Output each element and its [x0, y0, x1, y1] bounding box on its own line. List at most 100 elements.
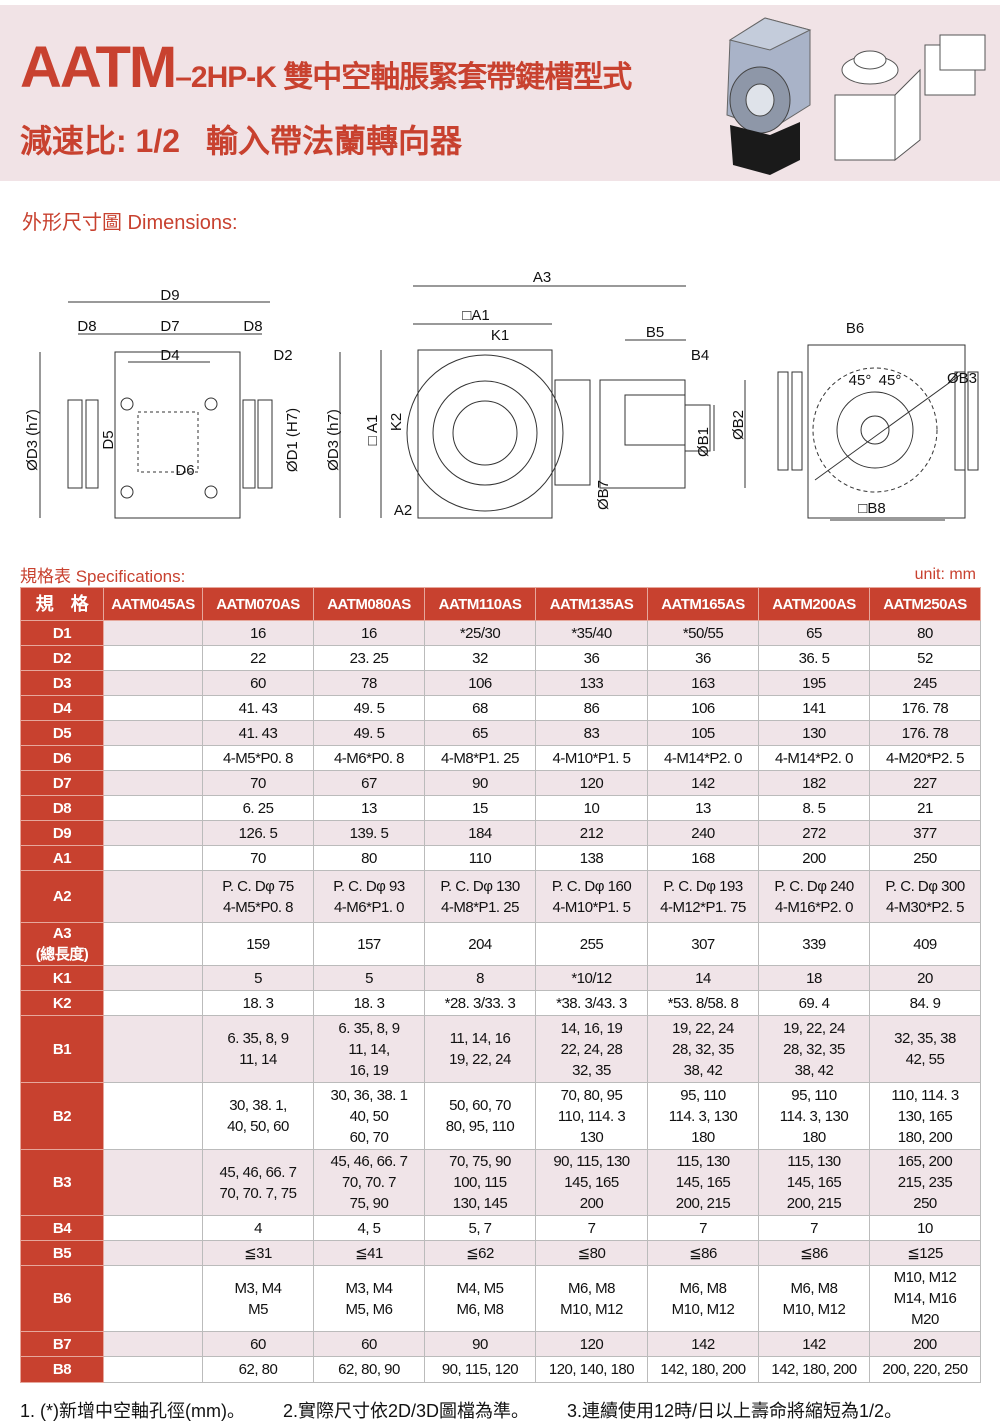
- product-render-image: [726, 17, 812, 175]
- table-cell: 168: [647, 845, 759, 871]
- table-cell: 255: [535, 922, 648, 966]
- table-cell: ≦125: [869, 1240, 981, 1266]
- table-cell: 49. 5: [313, 720, 425, 746]
- table-cell: 95, 110 114. 3, 130 180: [758, 1082, 870, 1150]
- table-cell: [103, 795, 203, 821]
- label-D1: ØD1 (H7): [284, 408, 301, 472]
- table-cell: 45, 46, 66. 7 70, 70. 7, 75: [202, 1149, 314, 1216]
- product-line-drawing: [834, 34, 986, 162]
- model-header: AATM070AS: [202, 587, 314, 621]
- front-view-drawing: [39, 301, 341, 519]
- table-cell: 4: [202, 1215, 314, 1241]
- table-cell: 60: [313, 1331, 425, 1357]
- table-cell: 163: [647, 670, 759, 696]
- table-cell: ≦86: [758, 1240, 870, 1266]
- table-cell: *10/12: [535, 965, 648, 991]
- table-row: D9 126. 5 139. 5 184 212 240 272 377: [20, 820, 981, 846]
- table-cell: [103, 1215, 203, 1241]
- table-row: D1 16 16 *25/30 *35/40 *50/55 65 80: [20, 620, 981, 646]
- table-cell: 14: [647, 965, 759, 991]
- table-row: D5 41. 43 49. 5 65 83 105 130 176. 78: [20, 720, 981, 746]
- table-cell: ≦62: [424, 1240, 536, 1266]
- row-label: D5: [20, 720, 104, 746]
- table-cell: [103, 965, 203, 991]
- model-header: AATM110AS: [424, 587, 536, 621]
- table-cell: 110, 114. 3 130, 165 180, 200: [869, 1082, 981, 1150]
- table-cell: ≦86: [647, 1240, 759, 1266]
- table-cell: 182: [758, 770, 870, 796]
- table-row: D2 22 23. 25 32 36 36 36. 5 52: [20, 645, 981, 671]
- table-cell: 200, 220, 250: [869, 1356, 981, 1383]
- table-cell: 7: [647, 1215, 759, 1241]
- label-D3-left: ØD3 (h7): [24, 409, 41, 471]
- label-D9: D9: [160, 287, 179, 304]
- table-cell: 23. 25: [313, 645, 425, 671]
- row-label: D1: [20, 620, 104, 646]
- row-label: K1: [20, 965, 104, 991]
- table-cell: 80: [313, 845, 425, 871]
- table-cell: 4, 5: [313, 1215, 425, 1241]
- table-cell: P. C. Dφ 93 4-M6*P1. 0: [313, 870, 425, 923]
- table-cell: 67: [313, 770, 425, 796]
- dimension-drawings: D9 D8 D7 D8 D4 D2 ØD3 (h7) D5 D6 ØD1 (H7…: [24, 269, 979, 521]
- label-D3-right: ØD3 (h7): [325, 409, 342, 471]
- footer-note: 2.實際尺寸依2D/3D圖檔為準。: [282, 1401, 530, 1421]
- label-B3: ØB3: [947, 370, 977, 387]
- table-cell: 115, 130 145, 165 200, 215: [647, 1149, 759, 1216]
- table-row: D4 41. 43 49. 5 68 86 106 141 176. 78: [20, 695, 981, 721]
- table-cell: 86: [535, 695, 648, 721]
- table-cell: P. C. Dφ 130 4-M8*P1. 25: [424, 870, 536, 923]
- table-cell: M6, M8 M10, M12: [647, 1265, 759, 1332]
- table-cell: 142, 180, 200: [647, 1356, 759, 1383]
- row-label: B4: [20, 1215, 104, 1241]
- table-cell: 5, 7: [424, 1215, 536, 1241]
- table-cell: P. C. Dφ 240 4-M16*P2. 0: [758, 870, 870, 923]
- table-cell: 7: [758, 1215, 870, 1241]
- table-cell: [103, 695, 203, 721]
- table-row: K2 18. 3 18. 3 *28. 3/33. 3 *38. 3/43. 3 *53.…: [20, 990, 981, 1016]
- table-cell: *25/30: [424, 620, 536, 646]
- table-cell: 90: [424, 1331, 536, 1357]
- table-cell: 15: [424, 795, 536, 821]
- table-cell: 70: [202, 770, 314, 796]
- end-view-drawing: [777, 344, 979, 521]
- table-cell: 95, 110 114. 3, 130 180: [647, 1082, 759, 1150]
- table-cell: 272: [758, 820, 870, 846]
- table-cell: [103, 720, 203, 746]
- table-cell: 339: [758, 922, 870, 966]
- table-cell: 120: [535, 1331, 648, 1357]
- input-type: 輸入帶法蘭轉向器: [206, 123, 463, 159]
- table-cell: 60: [202, 1331, 314, 1357]
- table-cell: ≦80: [535, 1240, 648, 1266]
- label-D4: D4: [160, 347, 179, 364]
- table-cell: 142: [647, 1331, 759, 1357]
- table-cell: 142: [647, 770, 759, 796]
- table-row: B3 45, 46, 66. 7 70, 70. 7, 75 45, 46, 66.…: [20, 1149, 981, 1216]
- table-cell: 142: [758, 1331, 870, 1357]
- table-cell: 4-M6*P0. 8: [313, 745, 425, 771]
- table-cell: 41. 43: [202, 695, 314, 721]
- table-cell: [103, 1356, 203, 1383]
- table-cell: 62, 80, 90: [313, 1356, 425, 1383]
- label-D6: D6: [175, 462, 194, 479]
- table-cell: 20: [869, 965, 981, 991]
- row-label: B2: [20, 1082, 104, 1150]
- label-D8-left: D8: [77, 318, 96, 335]
- row-label: D4: [20, 695, 104, 721]
- table-cell: 7: [535, 1215, 648, 1241]
- table-row: D8 6. 25 13 15 10 13 8. 5 21: [20, 795, 981, 821]
- table-cell: 18. 3: [313, 990, 425, 1016]
- table-cell: 13: [647, 795, 759, 821]
- table-row: B6 M3, M4 M5 M3, M4 M5, M6 M4, M5 M6, M8 M6,…: [20, 1265, 981, 1332]
- table-cell: [103, 922, 203, 966]
- product-images: [726, 17, 986, 175]
- table-cell: 377: [869, 820, 981, 846]
- specifications-table: 規 格 AATM045AS AATM070AS AATM080AS AATM110AS…: [20, 587, 981, 1383]
- table-cell: 130: [758, 720, 870, 746]
- table-cell: 90, 115, 120: [424, 1356, 536, 1383]
- table-cell: 5: [202, 965, 314, 991]
- table-cell: 90: [424, 770, 536, 796]
- subtitle: 減速比: 1/2 輸入帶法蘭轉向器: [20, 116, 488, 162]
- table-row: B4 4 4, 5 5, 7 7 7 7 10: [20, 1215, 981, 1241]
